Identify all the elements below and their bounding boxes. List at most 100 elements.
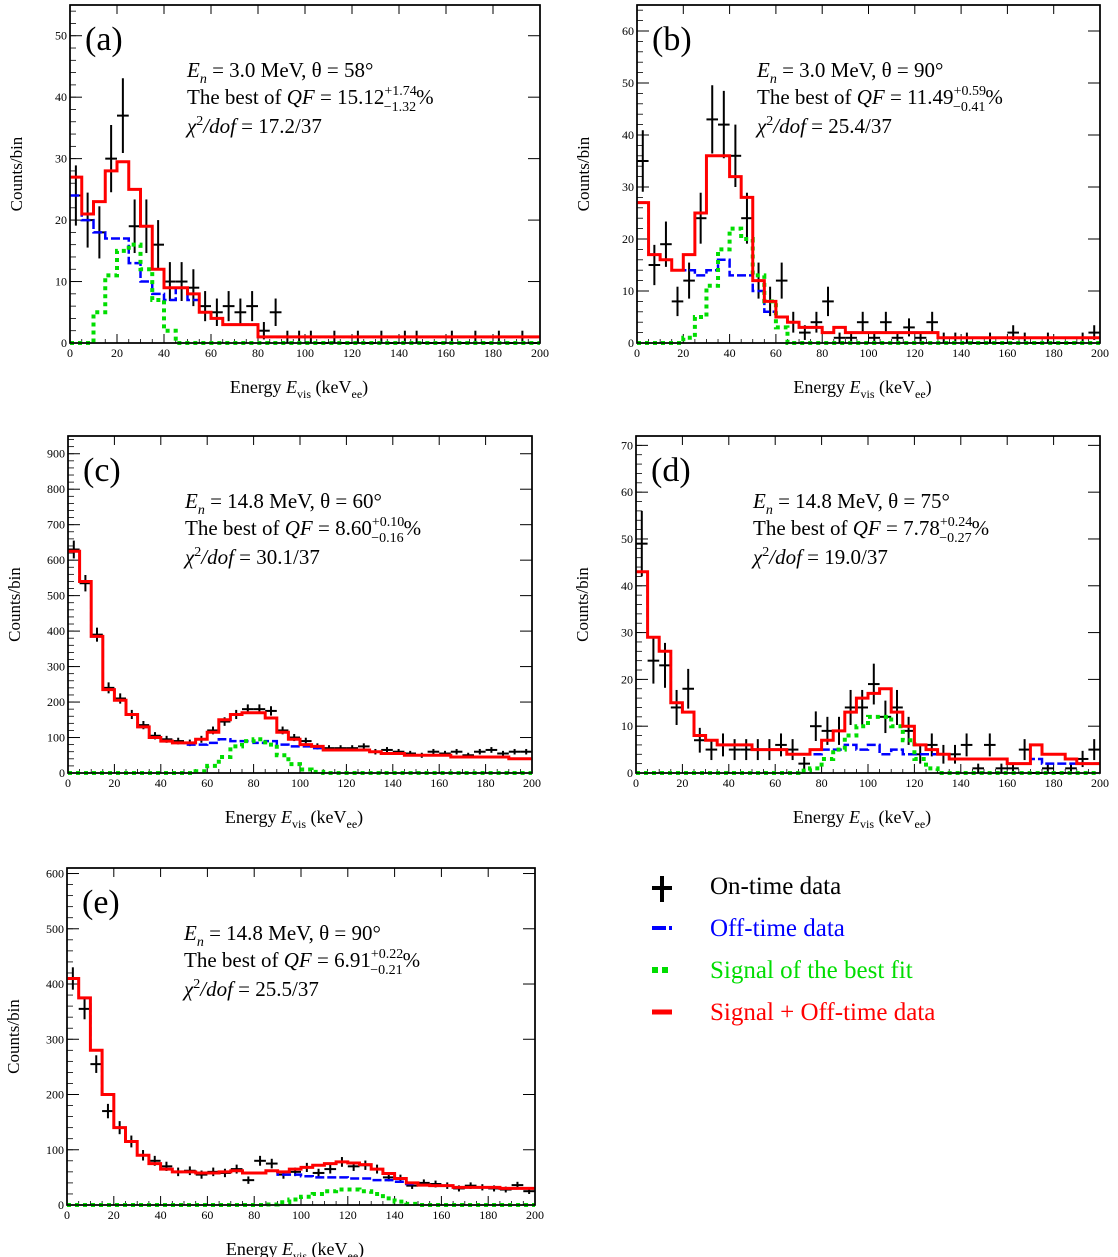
- x-tick-label: 120: [339, 1208, 357, 1222]
- plot-frame: [69, 4, 541, 344]
- y-axis-label: Counts/bin: [574, 136, 593, 211]
- y-tick-label: 10: [621, 719, 633, 733]
- panel-e: 0 20 40 60 80 100 120 140 160 180 200 0 100 200 300 400…: [4, 867, 544, 1257]
- x-tick-label: 200: [523, 776, 541, 790]
- x-axis-label: Energy Evis (keVee): [793, 377, 931, 401]
- x-tick-label: 40: [723, 776, 735, 790]
- x-tick-label: 20: [108, 776, 120, 790]
- panel-b: 0 20 40 60 80 100 120 140 160 180 200 0 10 20 30 40 50 60…: [574, 4, 1109, 401]
- x-tick-label: 0: [64, 1208, 70, 1222]
- legend-label-off-time: Off-time data: [710, 915, 845, 942]
- y-tick-label: 600: [47, 553, 65, 567]
- panel-d: 0 20 40 60 80 100 120 140 160 180 200 0 10 20 30 40 50 60…: [573, 435, 1109, 831]
- legend: On-time data Off-time data Signal of the…: [640, 872, 1060, 1042]
- y-tick-label: 40: [621, 579, 633, 593]
- x-tick-label: 40: [155, 1208, 167, 1222]
- x-tick-label: 100: [292, 1208, 310, 1222]
- x-tick-label: 100: [296, 346, 314, 360]
- y-tick-label: 50: [55, 29, 67, 43]
- series-line-signal: [68, 737, 532, 775]
- x-tick-label: 20: [108, 1208, 120, 1222]
- y-tick-label: 20: [55, 213, 67, 227]
- annotation-chi2: χ2/dof = 25.5/37: [182, 977, 319, 1001]
- x-tick-label: 20: [111, 346, 123, 360]
- y-tick-label: 50: [621, 532, 633, 546]
- x-tick-label: 100: [860, 346, 878, 360]
- y-tick-label: 0: [627, 766, 633, 780]
- y-tick-label: 30: [622, 180, 634, 194]
- y-tick-label: 60: [621, 485, 633, 499]
- x-tick-label: 80: [816, 346, 828, 360]
- legend-item-on-time: On-time data: [640, 872, 1060, 906]
- panel-label: (e): [82, 884, 120, 921]
- x-tick-label: 160: [430, 776, 448, 790]
- series-line-sum: [636, 570, 1100, 766]
- y-tick-label: 100: [47, 731, 65, 745]
- x-tick-label: 140: [952, 776, 970, 790]
- y-axis-label: Counts/bin: [5, 567, 24, 642]
- annotation-chi2: χ2/dof = 19.0/37: [751, 545, 888, 569]
- y-tick-label: 60: [622, 24, 634, 38]
- y-tick-label: 300: [46, 1032, 64, 1046]
- legend-label-sum: Signal + Off-time data: [710, 999, 936, 1026]
- legend-label-on-time: On-time data: [710, 873, 842, 900]
- legend-item-signal: Signal of the best fit: [640, 956, 1060, 990]
- y-tick-label: 10: [55, 275, 67, 289]
- x-tick-label: 40: [724, 346, 736, 360]
- y-tick-label: 0: [58, 1198, 64, 1212]
- y-tick-label: 20: [622, 232, 634, 246]
- y-tick-label: 20: [621, 672, 633, 686]
- y-tick-label: 400: [47, 624, 65, 638]
- y-tick-label: 800: [47, 482, 65, 496]
- y-tick-label: 600: [46, 867, 64, 881]
- series-line-sum: [67, 976, 535, 1190]
- x-tick-label: 80: [248, 1208, 260, 1222]
- x-tick-label: 80: [248, 776, 260, 790]
- y-tick-label: 100: [46, 1143, 64, 1157]
- y-tick-label: 30: [621, 626, 633, 640]
- x-tick-label: 180: [1045, 346, 1063, 360]
- x-tick-label: 0: [65, 776, 71, 790]
- annotation-chi2: χ2/dof = 25.4/37: [755, 114, 892, 138]
- annotation-energy: En = 14.8 MeV, θ = 75°: [752, 489, 950, 518]
- x-tick-label: 40: [155, 776, 167, 790]
- y-tick-label: 40: [55, 90, 67, 104]
- x-tick-label: 60: [205, 346, 217, 360]
- y-axis-label: Counts/bin: [4, 999, 23, 1074]
- x-axis-label: Energy Evis (keVee): [226, 1239, 364, 1257]
- x-tick-label: 0: [67, 346, 73, 360]
- y-tick-label: 40: [622, 128, 634, 142]
- legend-symbol-blue-dash: [652, 926, 672, 930]
- y-tick-label: 50: [622, 76, 634, 90]
- x-axis-label: Energy Evis (keVee): [225, 807, 363, 831]
- x-tick-label: 80: [252, 346, 264, 360]
- plot-frame-border: [69, 4, 541, 344]
- x-tick-label: 80: [816, 776, 828, 790]
- x-tick-label: 140: [386, 1208, 404, 1222]
- panel-label: (c): [83, 452, 121, 489]
- x-tick-label: 180: [1045, 776, 1063, 790]
- x-axis-label: Energy Evis (keVee): [793, 807, 931, 831]
- x-tick-label: 160: [432, 1208, 450, 1222]
- panel-c: 0 20 40 60 80 100 120 140 160 180 200 0 100 200 300 400…: [5, 435, 541, 831]
- x-tick-label: 0: [634, 346, 640, 360]
- x-tick-label: 200: [531, 346, 549, 360]
- plot-frame-border: [66, 867, 536, 1206]
- annotation-energy: En = 3.0 MeV, θ = 58°: [186, 58, 373, 87]
- y-tick-label: 30: [55, 152, 67, 166]
- y-tick-label: 500: [47, 589, 65, 603]
- plot-frame-border: [636, 4, 1101, 344]
- x-tick-label: 200: [1091, 346, 1109, 360]
- x-tick-label: 20: [677, 346, 689, 360]
- plot-frame: [66, 867, 536, 1206]
- legend-symbol-green-dot: [652, 967, 672, 973]
- y-tick-label: 0: [61, 336, 67, 350]
- plot-frame: [636, 4, 1101, 344]
- y-axis-label: Counts/bin: [7, 136, 26, 211]
- y-tick-label: 0: [628, 336, 634, 350]
- y-tick-label: 400: [46, 977, 64, 991]
- x-tick-label: 100: [291, 776, 309, 790]
- legend-symbol-red-line: [652, 1009, 672, 1015]
- annotation-energy: En = 3.0 MeV, θ = 90°: [756, 58, 943, 87]
